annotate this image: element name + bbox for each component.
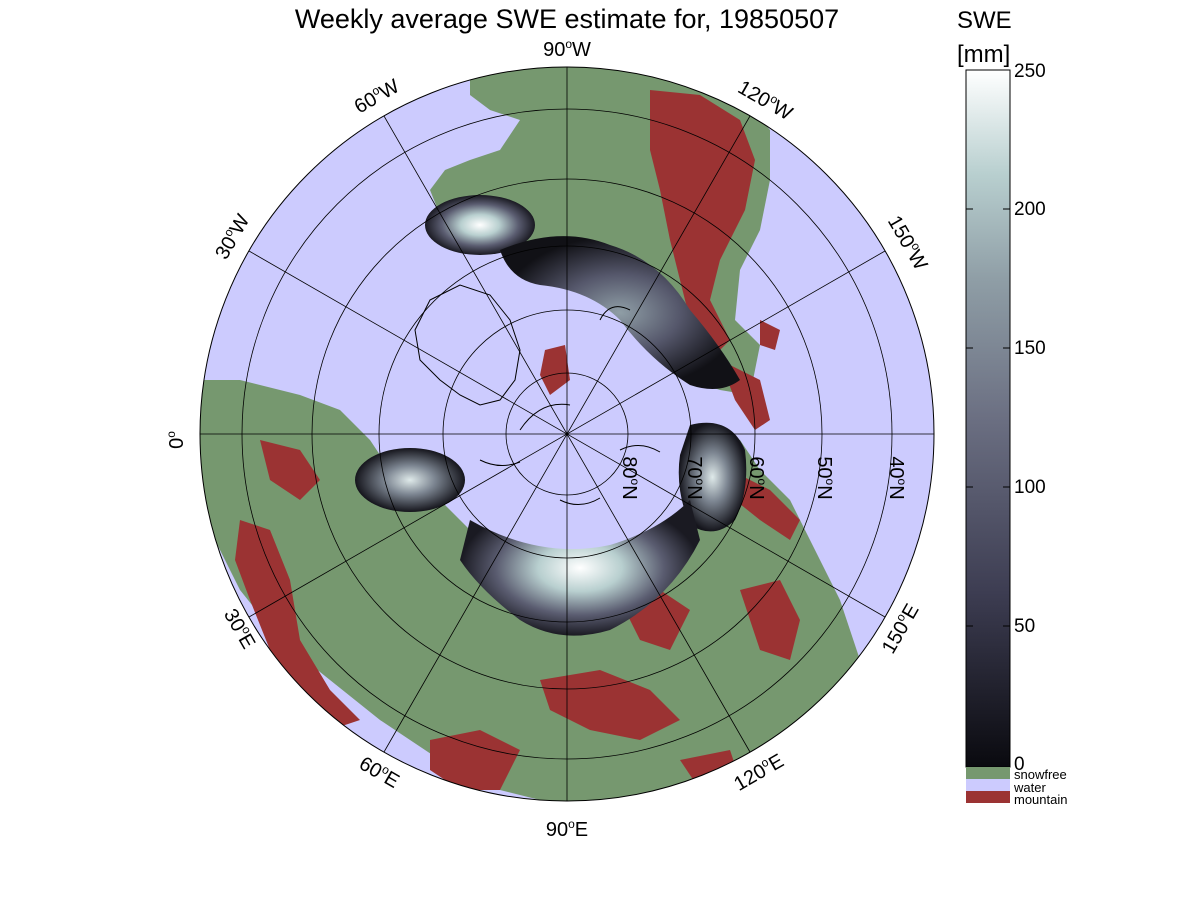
legend-label-mountain: mountain [1014, 792, 1068, 807]
map-boundary [199, 66, 935, 802]
swe-field-scandinavia [355, 448, 465, 512]
lat-label-70n: 70oN [683, 456, 707, 499]
colorbar-tick-label: 200 [1014, 199, 1046, 220]
lon-label-90e: 90oE [546, 817, 588, 841]
legend-swatch-mountain [966, 791, 1010, 803]
colorbar-tick-label: 100 [1014, 477, 1046, 498]
colorbar-tick-label: 250 [1014, 61, 1046, 82]
mountain-regions [235, 90, 800, 800]
map-title: Weekly average SWE estimate for, 1985050… [294, 4, 840, 34]
swe-field-alaska [678, 422, 747, 532]
greenland-outline [414, 284, 521, 406]
lat-label-50n: 50oN [813, 456, 837, 499]
lat-label-60n: 60oN [745, 456, 769, 499]
colorbar-title-line2: [mm] [957, 41, 1011, 68]
latitude-labels: 80oN 70oN 60oN 50oN 40oN [618, 456, 909, 499]
colorbar-tick-label: 0 [1014, 754, 1025, 775]
colorbar-tick-label: 50 [1014, 616, 1036, 637]
meridians [200, 67, 934, 801]
legend-label-snowfree: snowfree [1014, 767, 1067, 782]
lon-label-90w: 90oW [543, 37, 591, 61]
colorbar-tick-label: 150 [1014, 338, 1046, 359]
colorbar-title: SWE [mm] [957, 4, 1012, 72]
lat-label-40n: 40oN [885, 456, 909, 499]
lat-label-80n: 80oN [618, 456, 642, 499]
swe-field-labrador [425, 195, 535, 255]
lon-label-0: 0o [164, 431, 188, 449]
colorbar-gradient [965, 69, 1011, 768]
swe-field-canada [500, 236, 740, 389]
legend-swatch-water [966, 779, 1010, 791]
colorbar-ticks [966, 69, 1010, 627]
map-body [200, 67, 934, 801]
legend-swatch-snowfree [966, 767, 1010, 779]
colorbar-title-line1: SWE [957, 7, 1012, 34]
legend-label-water: water [1014, 780, 1046, 795]
